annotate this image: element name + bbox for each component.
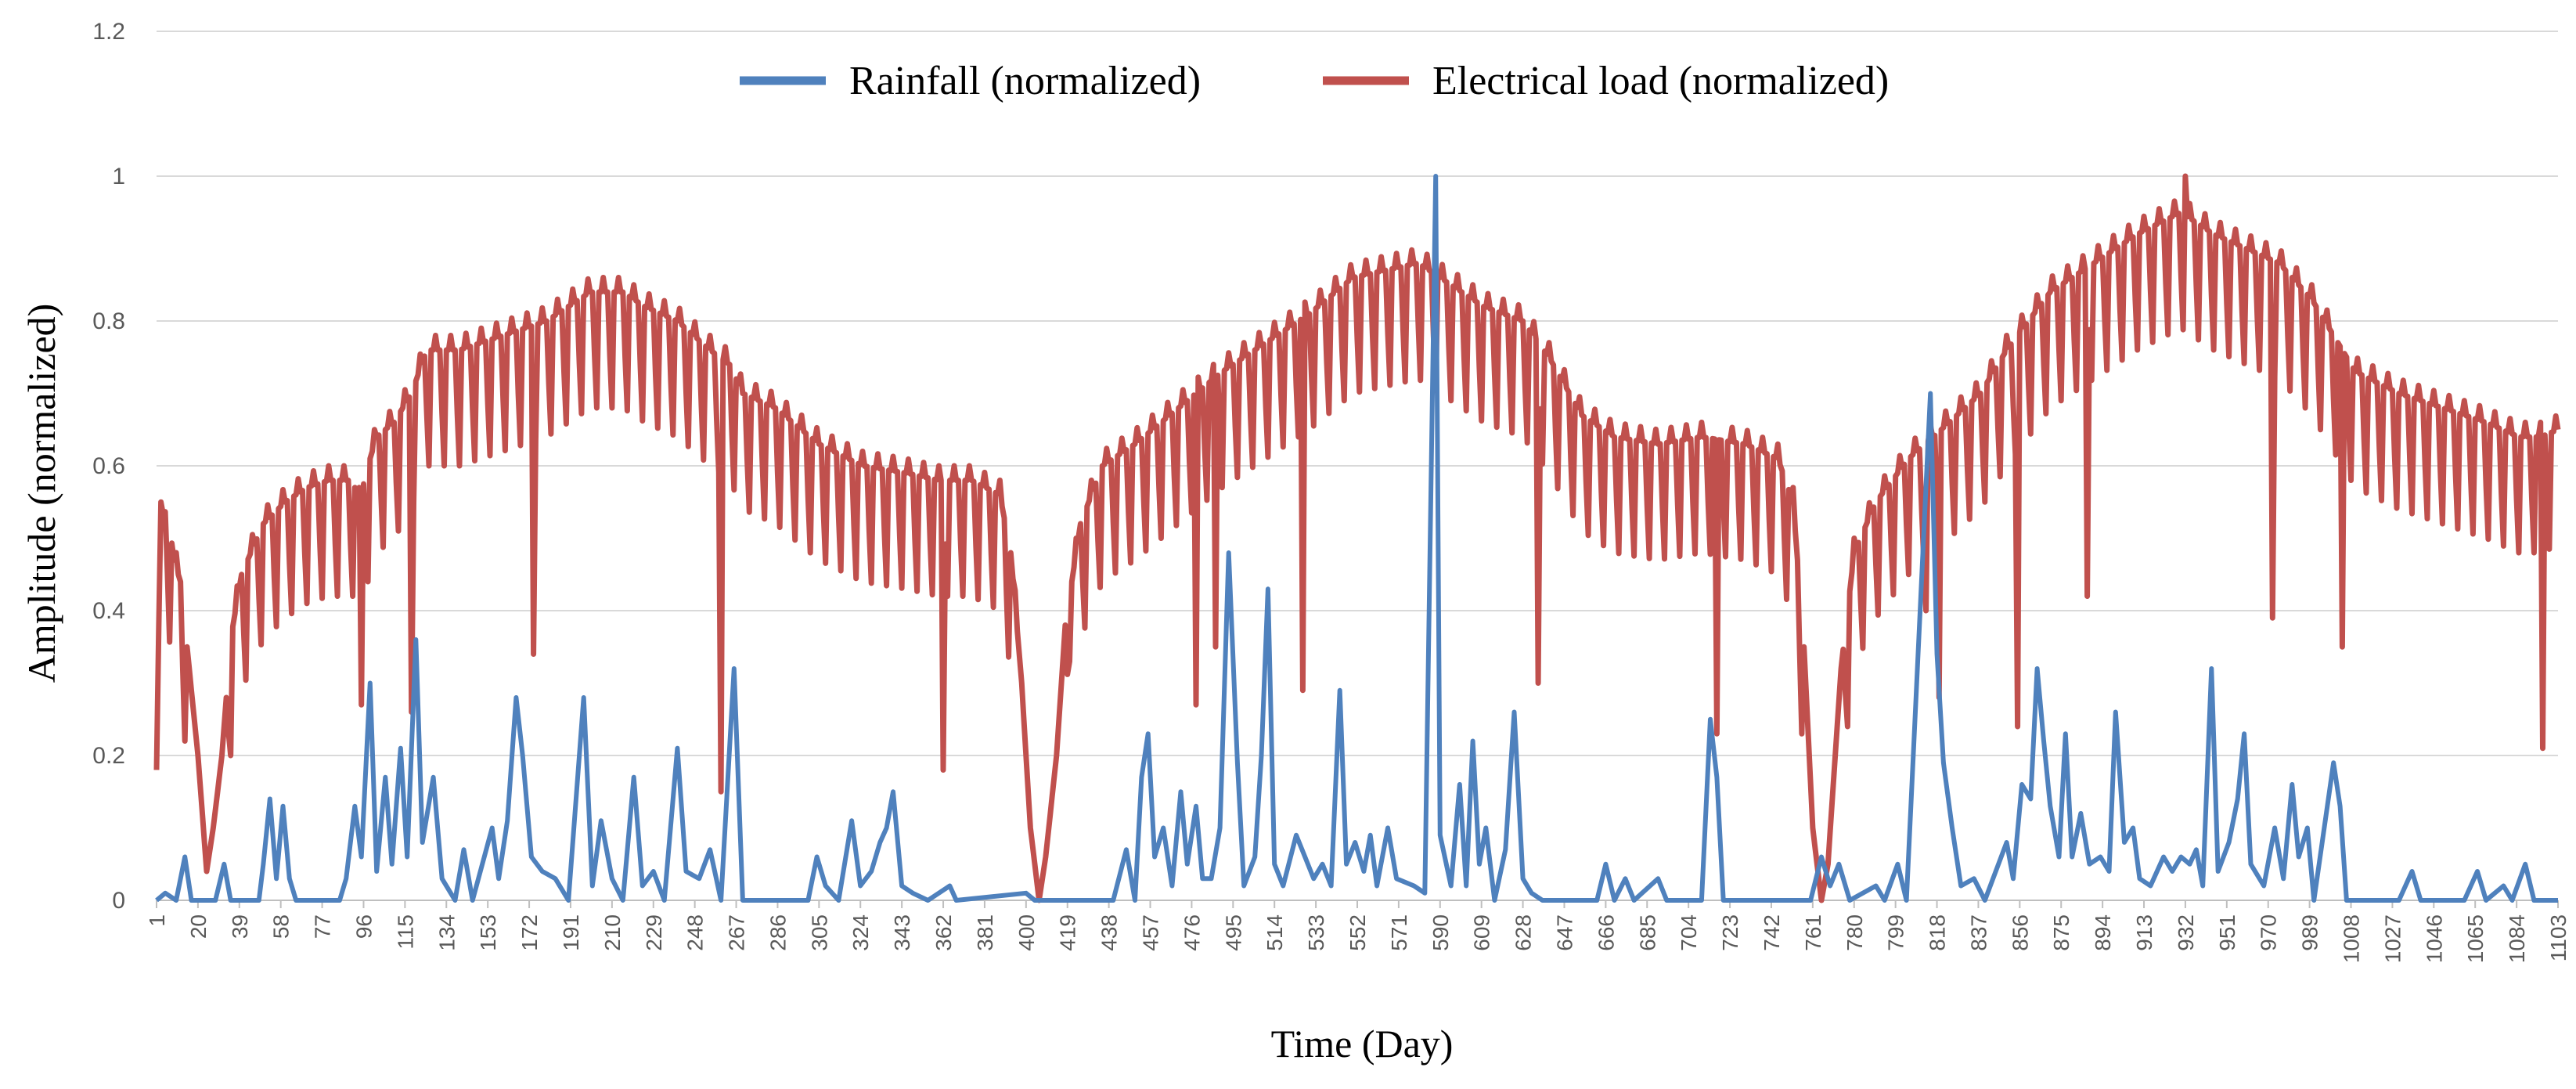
x-tick-label-21: 400 <box>1014 914 1039 951</box>
x-tick-label-17: 324 <box>848 914 873 951</box>
x-tick-label-4: 77 <box>311 914 335 939</box>
x-tick-label-0: 1 <box>145 914 169 927</box>
x-tick-label-52: 989 <box>2298 914 2322 951</box>
x-tick-label-37: 704 <box>1677 914 1701 951</box>
x-tick-label-53: 1008 <box>2340 914 2364 963</box>
x-tick-label-43: 818 <box>1926 914 1950 951</box>
x-tick-label-15: 286 <box>766 914 790 951</box>
y-tick-label-6: 1.2 <box>92 19 125 45</box>
x-tick-label-41: 780 <box>1843 914 1867 951</box>
x-tick-label-13: 248 <box>683 914 708 951</box>
y-tick-label-1: 0.2 <box>92 743 125 769</box>
x-tick-label-16: 305 <box>807 914 831 951</box>
x-tick-label-7: 134 <box>434 914 459 951</box>
x-tick-label-50: 951 <box>2215 914 2239 951</box>
x-tick-label-1: 20 <box>186 914 211 939</box>
x-tick-label-56: 1065 <box>2463 914 2488 963</box>
x-axis-ticks: 1 20 39 58 77 96 115 134 153 172 191 210 229 248 267 28… <box>145 900 2571 963</box>
series-lines <box>153 173 2561 903</box>
x-tick-label-22: 419 <box>1056 914 1080 951</box>
y-axis-ticks: 0 0.2 0.4 0.6 0.8 1 1.2 <box>92 19 125 914</box>
x-tick-label-2: 39 <box>228 914 252 939</box>
x-tick-label-24: 457 <box>1139 914 1163 951</box>
x-tick-label-12: 229 <box>642 914 666 951</box>
x-tick-label-55: 1046 <box>2422 914 2446 963</box>
series-line-electrical-load <box>153 173 2561 903</box>
x-tick-label-25: 476 <box>1180 914 1204 951</box>
x-tick-label-20: 381 <box>973 914 997 951</box>
x-tick-label-34: 647 <box>1552 914 1576 951</box>
x-tick-label-29: 552 <box>1346 914 1370 951</box>
x-tick-label-26: 495 <box>1221 914 1245 951</box>
x-tick-label-28: 533 <box>1304 914 1328 951</box>
y-tick-label-2: 0.4 <box>92 598 125 624</box>
x-tick-label-23: 438 <box>1097 914 1122 951</box>
x-tick-label-35: 666 <box>1594 914 1618 951</box>
gridlines <box>157 31 2558 901</box>
x-tick-label-6: 115 <box>393 914 417 950</box>
x-tick-label-8: 153 <box>476 914 500 951</box>
x-tick-label-47: 894 <box>2091 914 2115 951</box>
x-tick-label-27: 514 <box>1263 914 1287 951</box>
x-tick-label-14: 267 <box>725 914 749 951</box>
x-tick-label-38: 723 <box>1718 914 1742 951</box>
x-tick-label-5: 96 <box>351 914 376 939</box>
x-tick-label-10: 191 <box>559 914 583 951</box>
x-tick-label-51: 970 <box>2257 914 2281 951</box>
x-tick-label-19: 362 <box>931 914 956 951</box>
series-line-rainfall <box>155 174 2558 903</box>
legend-label-rainfall: Rainfall (normalized) <box>849 59 1201 103</box>
y-axis-title: Amplitude (normalized) <box>20 304 63 683</box>
x-tick-label-49: 932 <box>2174 914 2198 951</box>
x-tick-label-46: 875 <box>2049 914 2073 951</box>
x-tick-label-32: 609 <box>1470 914 1494 951</box>
x-tick-label-42: 799 <box>1884 914 1908 951</box>
x-tick-label-31: 590 <box>1429 914 1453 951</box>
x-tick-label-44: 837 <box>1966 914 1991 951</box>
y-tick-label-3: 0.6 <box>92 453 125 479</box>
y-tick-label-0: 0 <box>112 888 125 914</box>
x-tick-label-3: 58 <box>269 914 294 939</box>
x-tick-label-57: 1084 <box>2505 914 2529 963</box>
y-tick-label-5: 1 <box>112 164 125 189</box>
x-tick-label-9: 172 <box>517 914 542 951</box>
x-tick-label-33: 628 <box>1511 914 1536 951</box>
legend: Rainfall (normalized) Electrical load (n… <box>740 59 1889 103</box>
x-tick-label-36: 685 <box>1635 914 1659 951</box>
legend-label-electrical-load: Electrical load (normalized) <box>1432 59 1889 103</box>
x-tick-label-39: 742 <box>1760 914 1784 951</box>
y-tick-label-4: 0.8 <box>92 308 125 334</box>
x-tick-label-54: 1027 <box>2380 914 2405 963</box>
x-tick-label-30: 571 <box>1387 914 1411 951</box>
x-tick-label-40: 761 <box>1801 914 1825 951</box>
x-tick-label-45: 856 <box>2008 914 2032 951</box>
x-axis-title: Time (Day) <box>1271 1022 1454 1066</box>
x-tick-label-58: 1103 <box>2546 914 2571 961</box>
x-tick-label-11: 210 <box>600 914 625 951</box>
x-tick-label-48: 913 <box>2132 914 2156 951</box>
x-tick-label-18: 343 <box>890 914 914 951</box>
